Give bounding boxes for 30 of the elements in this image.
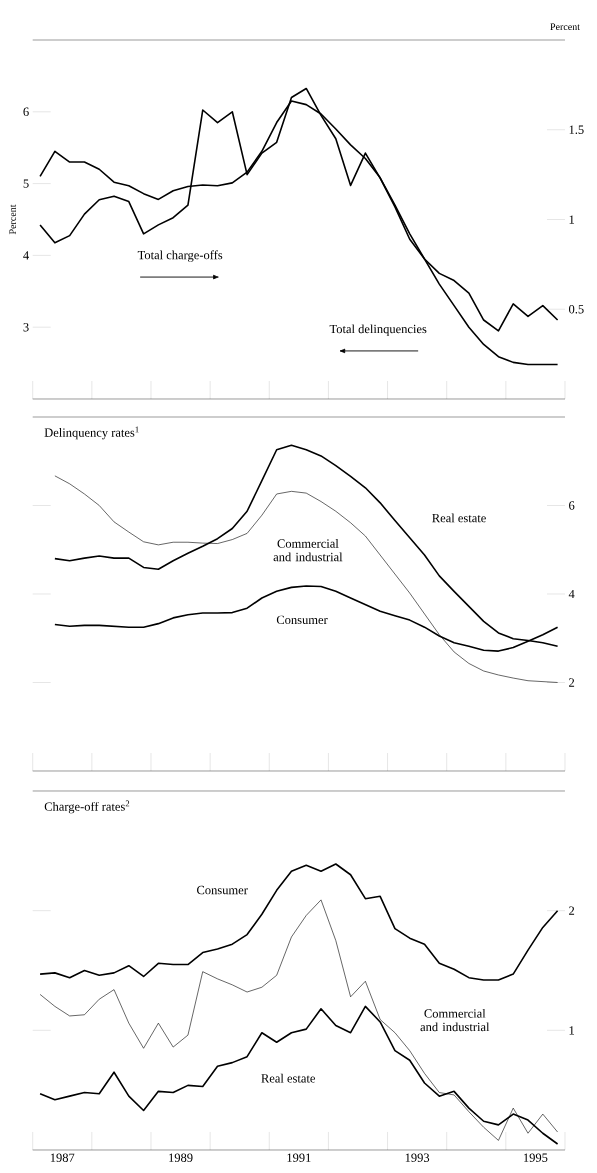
- line-series: [39, 899, 558, 1141]
- line-series: [39, 863, 559, 981]
- y-tick-label: 4: [23, 251, 29, 260]
- y-tick-label: 1: [569, 1026, 575, 1035]
- series-label: Commercial and industrial: [273, 538, 343, 562]
- y-axis-title: Percent: [9, 204, 17, 235]
- y-tick-label: 6: [569, 501, 575, 510]
- y-tick-label: 5: [23, 179, 29, 188]
- series-label: Real estate: [261, 1073, 316, 1083]
- series-label: Consumer: [276, 615, 328, 625]
- y-tick-label: 6: [23, 107, 29, 117]
- y2-tick-label: 1.5: [569, 125, 584, 134]
- text: Total delinquencies: [329, 324, 427, 336]
- x-tick-label: 1993: [405, 1153, 430, 1162]
- x-tick-label: 1987: [50, 1153, 75, 1162]
- y-tick-label: 2: [569, 678, 575, 687]
- text: Charge-off rates$^{2}$: [44, 800, 130, 814]
- y-tick-label: 4: [568, 589, 575, 599]
- series-label: Consumer: [197, 885, 248, 895]
- x-tick-label: 1995: [524, 1153, 548, 1162]
- x-tick-label: 1989: [169, 1153, 193, 1162]
- y2-tick-label: 0.5: [569, 305, 584, 314]
- x-tick-label: 1991: [287, 1153, 311, 1162]
- text: Delinquency rates$^{1}$: [44, 426, 139, 440]
- text: Real estate: [432, 513, 486, 523]
- series-label: Commercial and industrial: [420, 1008, 490, 1032]
- y-tick-label: 2: [569, 906, 575, 915]
- y-tick-label: 3: [23, 322, 29, 332]
- series-label: Total charge-offs: [137, 250, 223, 262]
- y2-axis-title: Percent: [550, 23, 580, 31]
